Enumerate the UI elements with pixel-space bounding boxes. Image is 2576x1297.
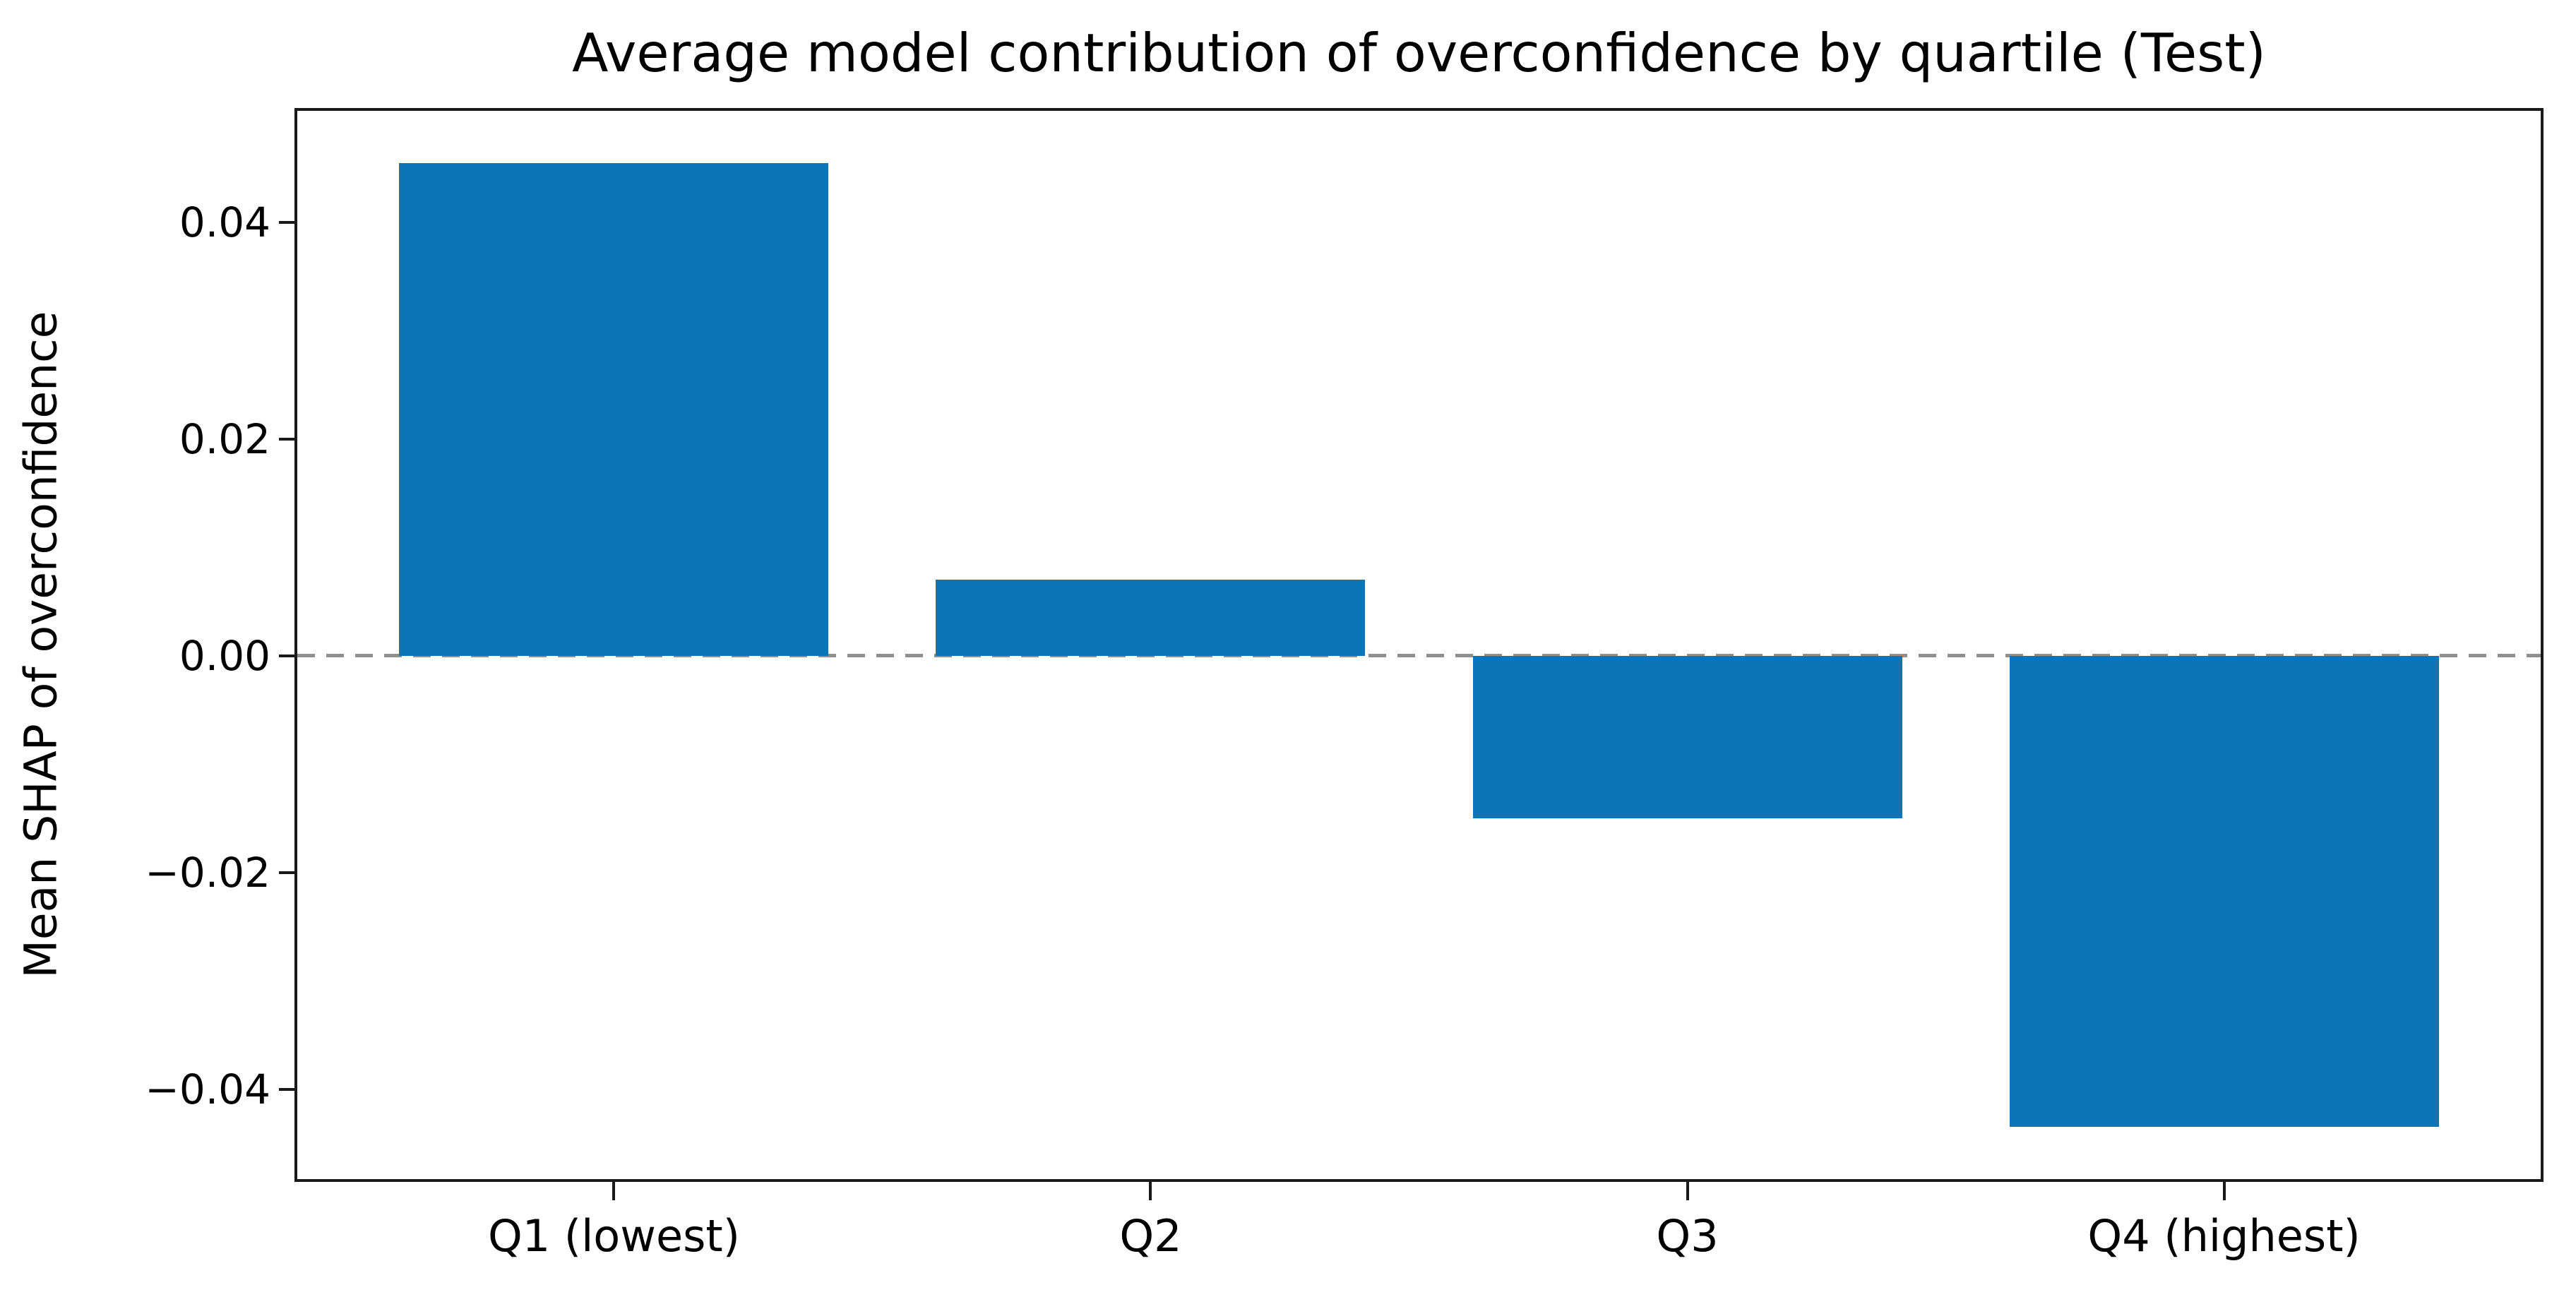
y-tick-mark [279, 1087, 294, 1091]
x-tick-label: Q1 (lowest) [487, 1210, 740, 1262]
bar-4 [2009, 655, 2439, 1128]
bar-2 [936, 580, 1366, 656]
plot-area [279, 108, 2544, 1200]
bar-1 [399, 162, 829, 656]
x-tick-mark [2222, 1182, 2226, 1200]
x-tick-mark [1149, 1182, 1152, 1200]
x-tick-label: Q3 [1656, 1210, 1719, 1262]
y-tick-label: −0.04 [145, 1065, 270, 1113]
chart-title: Average model contribution of overconfid… [572, 22, 2266, 84]
bar-3 [1472, 655, 1902, 819]
y-tick-label: −0.02 [145, 848, 270, 897]
y-tick-label: 0.04 [179, 198, 270, 247]
x-tick-mark [612, 1182, 616, 1200]
y-tick-label: 0.02 [179, 414, 270, 463]
x-tick-label: Q4 (highest) [2087, 1210, 2361, 1262]
y-tick-mark [279, 221, 294, 225]
y-tick-mark [279, 871, 294, 874]
y-tick-mark [279, 654, 294, 657]
y-tick-label: 0.00 [179, 631, 270, 680]
y-tick-mark [279, 437, 294, 441]
zero-line [297, 654, 2541, 658]
x-tick-mark [1686, 1182, 1689, 1200]
x-tick-label: Q2 [1119, 1210, 1182, 1262]
